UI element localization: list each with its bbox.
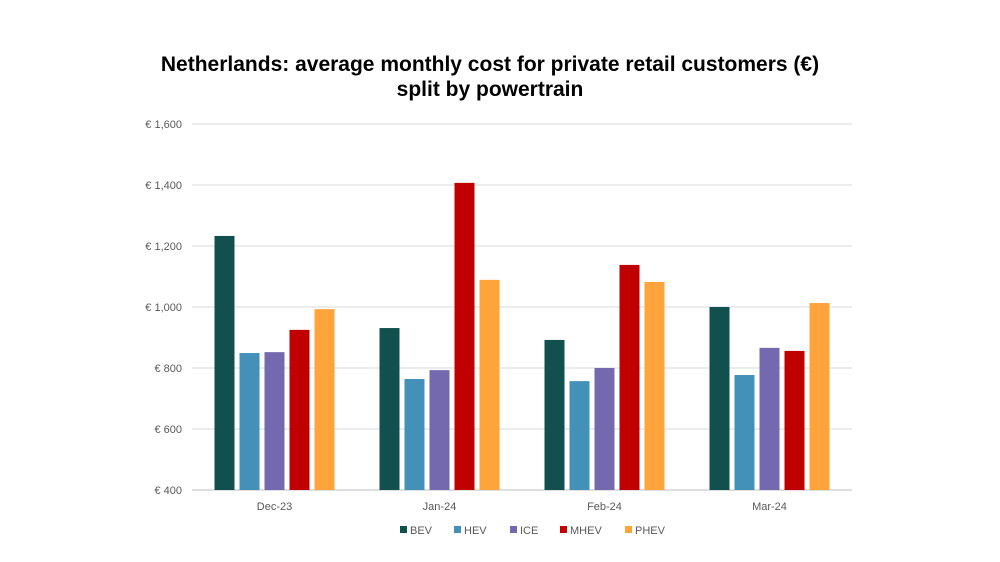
legend-label-ice: ICE <box>520 525 538 537</box>
bar-phev-jan-24 <box>479 279 500 490</box>
bar-phev-feb-24 <box>644 281 665 490</box>
legend-swatch-bev <box>400 526 407 533</box>
bar-mhev-dec-23 <box>289 329 310 490</box>
y-tick-label: € 1,200 <box>145 241 182 253</box>
bar-phev-dec-23 <box>314 309 335 490</box>
bar-hev-mar-24 <box>734 375 755 490</box>
bar-bev-mar-24 <box>709 307 730 490</box>
legend-swatch-ice <box>510 526 517 533</box>
y-tick-label: € 400 <box>154 485 182 497</box>
bar-bev-jan-24 <box>379 328 400 490</box>
x-tick-label: Dec-23 <box>257 501 292 513</box>
legend-label-phev: PHEV <box>635 525 666 537</box>
bar-hev-feb-24 <box>569 381 590 490</box>
bar-hev-dec-23 <box>239 353 260 490</box>
bar-hev-jan-24 <box>404 378 425 490</box>
legend-label-mhev: MHEV <box>570 525 602 537</box>
legend-label-hev: HEV <box>464 525 487 537</box>
bar-ice-jan-24 <box>429 370 450 490</box>
y-tick-label: € 1,400 <box>145 180 182 192</box>
bar-phev-mar-24 <box>809 303 830 490</box>
x-tick-label: Feb-24 <box>587 501 622 513</box>
bar-ice-mar-24 <box>759 347 780 490</box>
bar-ice-feb-24 <box>594 368 615 490</box>
legend-swatch-mhev <box>560 526 567 533</box>
legend-swatch-phev <box>625 526 632 533</box>
x-tick-label: Jan-24 <box>423 501 457 513</box>
bar-mhev-feb-24 <box>619 264 640 490</box>
bar-mhev-mar-24 <box>784 350 805 490</box>
y-tick-label: € 1,000 <box>145 302 182 314</box>
legend-label-bev: BEV <box>410 525 433 537</box>
y-tick-label: € 800 <box>154 363 182 375</box>
chart-title: Netherlands: average monthly cost for pr… <box>160 53 820 101</box>
bar-ice-dec-23 <box>264 352 285 490</box>
bar-mhev-jan-24 <box>454 182 475 491</box>
legend-swatch-hev <box>454 526 461 533</box>
x-tick-label: Mar-24 <box>752 501 787 513</box>
y-tick-label: € 600 <box>154 424 182 436</box>
y-tick-label: € 1,600 <box>145 119 182 131</box>
bar-bev-dec-23 <box>214 235 235 490</box>
bar-bev-feb-24 <box>544 339 565 490</box>
